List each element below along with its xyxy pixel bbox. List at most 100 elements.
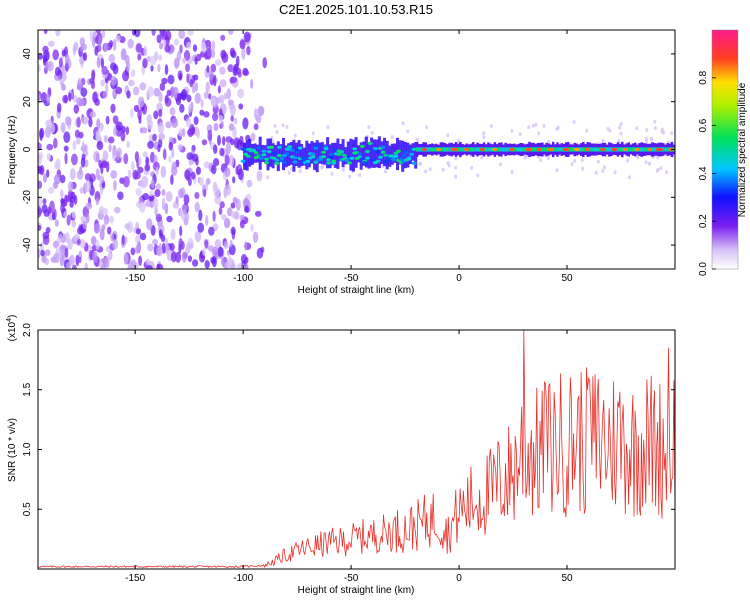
noise-cell (95, 240, 100, 251)
noise-cell (116, 121, 123, 132)
signal-cell (331, 159, 337, 163)
narrow-band-cell (504, 147, 507, 152)
noise-cell (237, 168, 244, 181)
noise-cell (142, 151, 148, 158)
x-tick-label: -150 (125, 273, 145, 284)
noise-cell (38, 154, 42, 166)
noise-cell (38, 94, 41, 104)
noise-cell (229, 239, 233, 248)
noise-cell (217, 246, 224, 257)
noise-cell (82, 221, 88, 230)
noise-cell (223, 240, 229, 250)
noise-cell (285, 125, 289, 129)
y-tick-label: 20 (22, 96, 33, 108)
noise-cell (212, 210, 216, 222)
noise-cell (138, 201, 146, 213)
noise-cell (193, 74, 199, 81)
signal-cell (321, 155, 326, 159)
noise-cell (158, 54, 162, 61)
noise-cell (66, 214, 71, 226)
noise-cell (225, 136, 233, 143)
noise-cell (330, 171, 334, 176)
narrow-band-cell (476, 147, 479, 152)
noise-cell (518, 132, 522, 137)
noise-cell (38, 197, 43, 207)
narrow-band-cell (426, 147, 430, 152)
signal-cell (261, 153, 267, 157)
noise-cell (80, 157, 86, 168)
signal-cell (411, 161, 417, 165)
noise-cell (370, 131, 374, 135)
noise-cell (454, 174, 458, 179)
noise-cell (489, 124, 493, 128)
noise-cell (90, 81, 96, 89)
noise-cell (202, 248, 206, 256)
noise-cell (64, 116, 72, 126)
noise-cell (131, 161, 135, 172)
noise-cell (425, 125, 429, 130)
noise-cell (85, 212, 90, 224)
noise-cell (117, 191, 124, 200)
noise-cell (206, 65, 210, 73)
noise-cell (636, 155, 640, 159)
noise-cell (46, 153, 51, 161)
noise-cell (126, 90, 131, 99)
noise-cell (53, 137, 58, 149)
noise-cell (164, 44, 171, 53)
narrow-band-cell (446, 147, 449, 152)
noise-cell (185, 63, 190, 73)
noise-cell (63, 145, 69, 152)
noise-cell (229, 104, 236, 116)
noise-cell (170, 174, 174, 185)
noise-cell (77, 238, 81, 245)
noise-cell (45, 60, 49, 72)
noise-cell (47, 60, 54, 72)
noise-cell (103, 42, 108, 53)
noise-cell (665, 170, 668, 175)
noise-cell (547, 139, 551, 144)
noise-cell (127, 38, 134, 49)
narrow-band-cell (431, 147, 434, 152)
noise-cell (43, 49, 50, 62)
noise-cell (133, 104, 140, 113)
noise-cell (219, 79, 227, 88)
noise-cell (204, 260, 210, 269)
noise-cell (214, 59, 222, 66)
noise-cell (225, 142, 231, 155)
noise-cell (534, 122, 538, 127)
noise-cell (245, 264, 249, 269)
narrow-band-cell (571, 147, 574, 152)
noise-cell (39, 241, 44, 253)
noise-cell (38, 208, 43, 216)
narrow-band-cell (560, 147, 564, 152)
noise-cell (43, 209, 50, 217)
noise-cell (210, 256, 217, 264)
noise-cell (154, 188, 161, 198)
noise-cell (181, 127, 186, 137)
noise-cell (619, 122, 623, 127)
noise-cell (271, 139, 275, 144)
noise-cell (217, 134, 221, 146)
noise-cell (64, 247, 69, 259)
noise-cell (166, 215, 173, 223)
noise-cell (135, 228, 142, 235)
signal-cell (261, 149, 267, 153)
signal-cell (380, 145, 386, 149)
signal-cell (264, 161, 269, 165)
noise-cell (44, 126, 52, 138)
noise-cell (358, 173, 362, 178)
noise-cell (246, 179, 253, 188)
noise-cell (539, 158, 543, 163)
narrow-band-cell (487, 147, 490, 152)
narrow-band-peak (436, 147, 441, 152)
noise-cell (122, 70, 130, 82)
noise-cell (98, 205, 105, 215)
colorbar-gradient (711, 29, 739, 270)
noise-cell (175, 196, 179, 204)
narrow-band-cell (500, 147, 503, 152)
noise-cell (153, 197, 159, 210)
noise-cell (201, 139, 208, 146)
noise-cell (135, 245, 140, 254)
narrow-band-cell (532, 147, 535, 152)
noise-cell (187, 128, 194, 138)
